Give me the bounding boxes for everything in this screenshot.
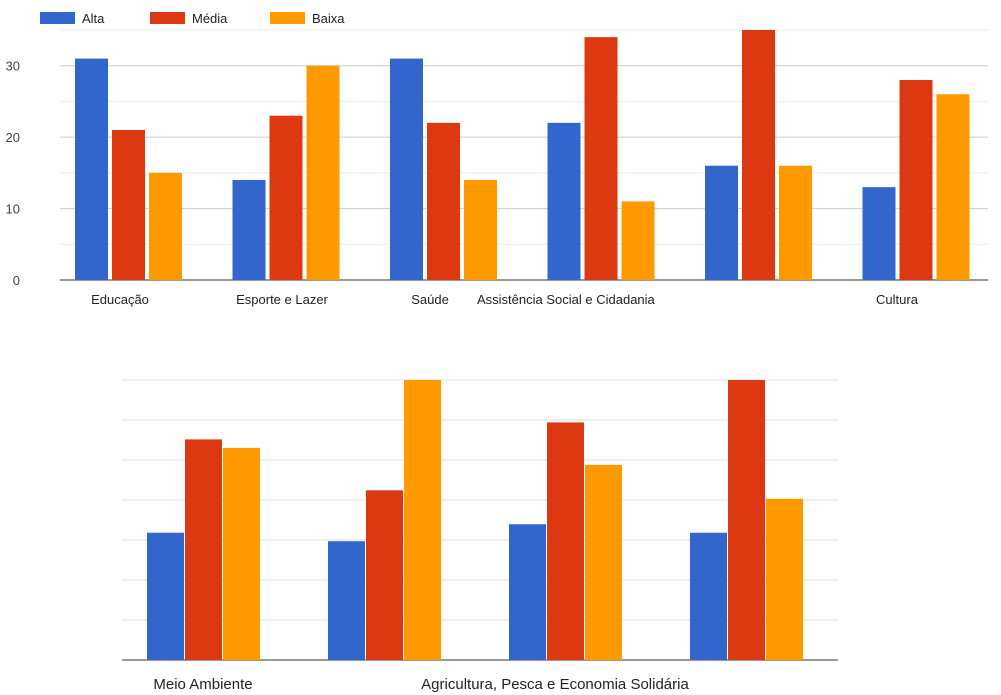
bar-alta-esporte-e-lazer (232, 180, 266, 280)
bar-series-2-agricultura-pesca-e-economia-solid-ria (547, 422, 584, 660)
bar-series-2-group-2 (366, 490, 403, 660)
legend-swatch (150, 12, 185, 24)
category-label: Esporte e Lazer (236, 292, 328, 307)
top-chart: 0 10 20 30 Educação Esporte e Lazer Saúde Assi… (6, 11, 988, 307)
legend-label: Baixa (312, 11, 345, 26)
bar-series-3-group-4 (766, 498, 803, 660)
category-label: Educação (91, 292, 149, 307)
legend: Alta Média Baixa (40, 11, 345, 26)
legend-swatch (270, 12, 305, 24)
bottom-chart-category-labels: Meio Ambiente Agricultura, Pesca e Econom… (153, 676, 689, 693)
bar-series-1-group-4 (690, 532, 727, 660)
bar-series-1-agricultura-pesca-e-economia-solid-ria (509, 524, 546, 660)
category-label: Assistência Social e Cidadania (477, 292, 656, 307)
bar-baixa-cultura (936, 94, 970, 281)
bar-alta-educa-o (75, 58, 108, 281)
bar-series-3-meio-ambiente (223, 447, 260, 660)
bar-alta-cultura (862, 187, 896, 280)
top-chart-y-ticks: 0 10 20 30 (6, 59, 20, 288)
y-tick-label: 10 (6, 202, 20, 217)
bar-m-dia-group-5 (742, 30, 775, 280)
legend-label: Média (192, 11, 228, 26)
bar-series-3-group-2 (404, 380, 441, 660)
category-label: Meio Ambiente (153, 676, 252, 693)
bar-alta-group-5 (705, 165, 738, 280)
bar-baixa-sa-de (464, 180, 497, 280)
bar-series-2-meio-ambiente (185, 439, 222, 660)
category-label: Cultura (876, 292, 919, 307)
bottom-chart: Meio Ambiente Agricultura, Pesca e Econom… (122, 379, 838, 693)
top-chart-bars (75, 30, 970, 281)
bar-m-dia-educa-o (112, 130, 145, 280)
bar-series-1-group-2 (328, 541, 365, 660)
top-chart-category-labels: Educação Esporte e Lazer Saúde Assistência … (91, 292, 919, 307)
bar-series-2-group-4 (728, 380, 765, 660)
bar-series-3-agricultura-pesca-e-economia-solid-ria (585, 464, 622, 660)
bar-series-1-meio-ambiente (147, 532, 184, 660)
bar-baixa-educa-o (149, 172, 182, 280)
bar-baixa-esporte-e-lazer (306, 65, 340, 280)
legend-item-m-dia: Média (150, 11, 228, 26)
y-tick-label: 30 (6, 59, 20, 74)
bar-m-dia-sa-de (427, 122, 460, 280)
category-label: Saúde (411, 292, 449, 307)
bottom-chart-bars (147, 380, 803, 660)
legend-label: Alta (82, 11, 105, 26)
bar-m-dia-assist-ncia-social-e-cidadania (584, 37, 618, 281)
bar-alta-assist-ncia-social-e-cidadania (547, 122, 581, 280)
bar-m-dia-esporte-e-lazer (269, 115, 303, 280)
bar-alta-sa-de (390, 58, 423, 281)
legend-swatch (40, 12, 75, 24)
top-chart-gridlines (60, 29, 988, 281)
legend-item-alta: Alta (40, 11, 105, 26)
legend-item-baixa: Baixa (270, 11, 345, 26)
y-tick-label: 20 (6, 130, 20, 145)
category-label: Agricultura, Pesca e Economia Solidária (421, 676, 689, 693)
bar-m-dia-cultura (899, 80, 933, 280)
bar-baixa-group-5 (779, 165, 812, 280)
bar-baixa-assist-ncia-social-e-cidadania (621, 201, 655, 280)
y-tick-label: 0 (13, 273, 20, 288)
